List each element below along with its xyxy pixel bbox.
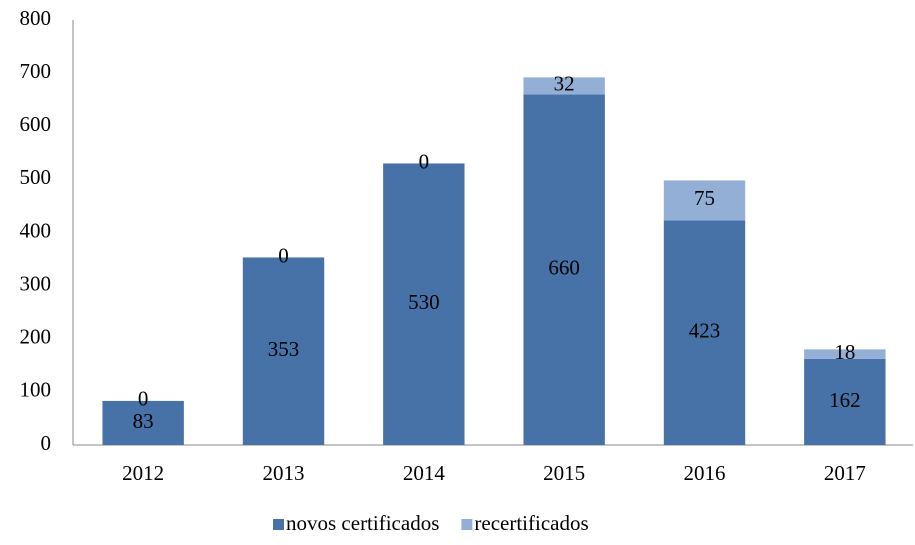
data-label: 0 <box>138 387 149 411</box>
legend-swatch <box>273 519 284 530</box>
bar-segment <box>523 77 605 95</box>
data-label: 32 <box>554 72 575 96</box>
data-label: 660 <box>548 256 580 280</box>
data-label: 353 <box>268 337 300 361</box>
y-tick-label: 500 <box>20 165 52 189</box>
x-tick-label: 2017 <box>824 461 866 485</box>
bar-segment <box>804 349 886 359</box>
legend-swatch <box>461 519 473 530</box>
x-tick-label: 2014 <box>403 461 446 485</box>
x-tick-label: 2015 <box>543 461 585 485</box>
legend-label: recertificados <box>474 511 588 535</box>
y-tick-label: 400 <box>20 218 52 242</box>
bar-segment <box>663 180 746 221</box>
bar-segment <box>663 220 746 445</box>
data-label: 0 <box>419 149 430 173</box>
y-tick-label: 100 <box>20 378 52 402</box>
bar-segment <box>523 94 605 445</box>
x-tick-label: 2016 <box>684 461 726 485</box>
y-tick-label: 200 <box>20 325 52 349</box>
bar-segment <box>242 257 325 445</box>
y-tick-label: 300 <box>20 271 52 295</box>
data-label: 530 <box>408 290 440 314</box>
bar-segment <box>804 358 886 445</box>
data-label: 83 <box>133 409 154 433</box>
y-tick-label: 600 <box>20 112 52 136</box>
data-label: 18 <box>834 340 855 364</box>
bar-segment <box>383 163 465 445</box>
bar-segment <box>102 400 184 445</box>
x-tick-label: 2013 <box>263 461 305 485</box>
data-label: 162 <box>829 388 861 412</box>
data-label: 423 <box>689 318 721 342</box>
data-label: 75 <box>694 186 715 210</box>
legend-label: novos certificados <box>286 511 439 535</box>
y-tick-label: 700 <box>20 59 52 83</box>
y-tick-label: 0 <box>41 431 52 455</box>
x-tick-label: 2012 <box>122 461 164 485</box>
data-label: 0 <box>278 243 289 267</box>
y-tick-label: 800 <box>20 6 52 30</box>
